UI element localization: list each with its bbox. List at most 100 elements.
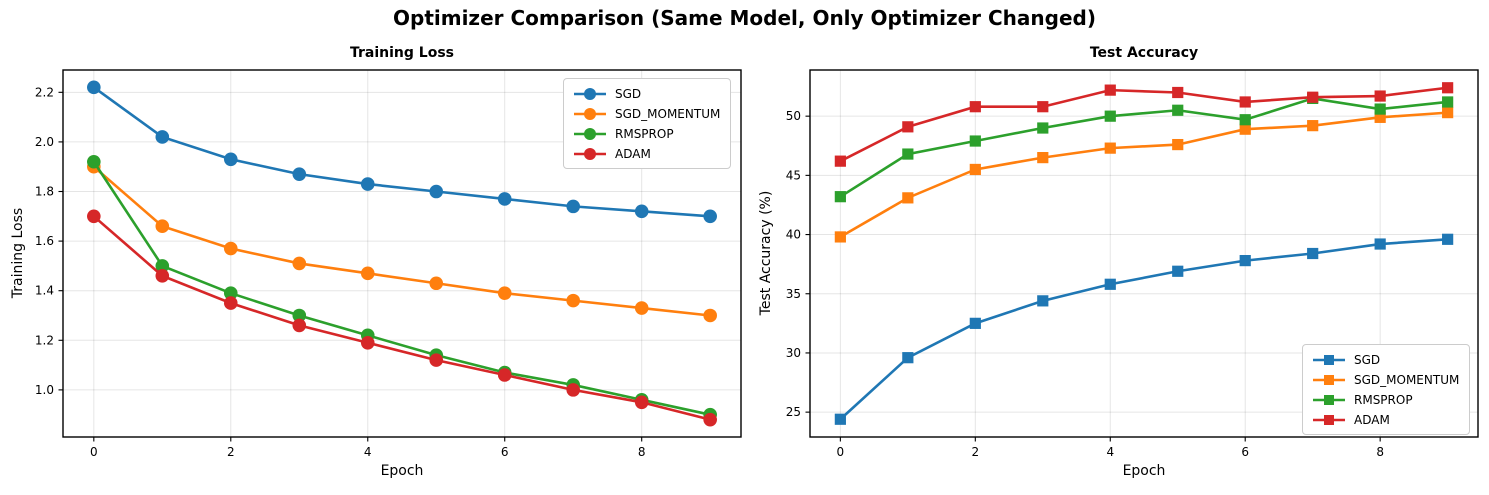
circle-marker-icon [574, 87, 606, 100]
series-sgd-momentum-marker [223, 241, 238, 256]
series-sgd-momentum-marker [429, 276, 444, 291]
square-marker-icon [1313, 414, 1345, 425]
series-adam-marker [223, 296, 238, 310]
legend-item-sgd-momentum: SGD_MOMENTUM [572, 105, 720, 122]
series-adam-marker [1239, 96, 1251, 108]
series-adam-marker [360, 335, 375, 350]
series-sgd-momentum-marker [497, 286, 512, 300]
series-sgd-marker [1037, 295, 1049, 307]
series-rmsprop-marker [292, 308, 307, 323]
series-sgd-marker [1104, 278, 1116, 290]
series-sgd-marker [429, 184, 444, 199]
series-sgd-marker [634, 204, 649, 219]
test-accuracy-ylabel: Test Accuracy (%) [758, 190, 774, 316]
series-rmsprop-marker [223, 286, 238, 300]
training-loss-legend: SGD SGD_MOMENTUM RMSPROP ADAM [563, 78, 732, 169]
series-sgd-marker [497, 192, 512, 206]
series-sgd-momentum-marker [1442, 107, 1454, 119]
series-rmsprop-marker [1104, 110, 1116, 122]
series-adam-line [92, 215, 712, 421]
series-sgd-momentum-marker [969, 163, 981, 176]
y-tick-label: 1.6 [35, 234, 54, 248]
series-sgd-marker [1307, 247, 1319, 260]
training-loss-title: Training Loss [350, 45, 454, 61]
series-rmsprop-marker [1374, 103, 1386, 115]
x-tick-label: 6 [1241, 445, 1249, 459]
series-sgd-momentum-marker [834, 231, 846, 243]
series-sgd-marker [223, 152, 238, 167]
legend-label: SGD [615, 86, 642, 101]
x-tick-label: 8 [638, 445, 646, 459]
x-tick-label: 2 [227, 445, 235, 459]
series-adam-marker [969, 101, 981, 113]
circle-marker-icon [574, 127, 606, 140]
series-sgd-marker [703, 209, 717, 224]
series-sgd-momentum-marker [1172, 138, 1184, 151]
series-sgd-momentum-marker [292, 256, 307, 271]
plot-border [809, 69, 1479, 438]
series-adam-line [839, 86, 1449, 163]
series-adam-marker [1307, 91, 1319, 103]
circle-marker-icon [574, 107, 606, 120]
series-adam-marker [566, 383, 581, 397]
series-adam-marker [1442, 82, 1454, 94]
x-tick-label: 0 [837, 445, 845, 459]
legend-label: SGD [1354, 352, 1381, 367]
legend-item-adam: ADAM [1311, 411, 1459, 428]
x-tick-label: 0 [90, 445, 98, 459]
training-loss-ylabel: Training Loss [10, 207, 26, 299]
series-rmsprop-marker [834, 191, 846, 203]
series-sgd-momentum-marker [1104, 142, 1116, 154]
y-tick-label: 50 [786, 109, 801, 123]
series-adam-marker [1374, 90, 1386, 102]
legend-item-sgd: SGD [572, 85, 720, 102]
test-accuracy-legend: SGD SGD_MOMENTUM RMSPROP ADAM [1302, 344, 1471, 435]
legend-item-adam: ADAM [572, 145, 720, 162]
square-marker-icon [1313, 354, 1345, 365]
series-sgd-momentum-marker [566, 293, 581, 308]
legend-item-sgd: SGD [1311, 351, 1459, 368]
y-tick-label: 2.0 [35, 135, 54, 149]
y-tick-label: 40 [786, 228, 801, 242]
training-loss-xlabel: Epoch [380, 463, 424, 479]
series-adam-marker [1172, 86, 1184, 99]
y-tick-label: 30 [786, 346, 801, 360]
series-adam-marker [1037, 101, 1049, 113]
legend-label: RMSPROP [615, 126, 674, 141]
series-sgd-momentum-marker [1307, 120, 1319, 132]
y-tick-label: 1.4 [35, 284, 54, 298]
x-tick-label: 8 [1376, 445, 1384, 459]
legend-label: ADAM [1354, 412, 1390, 427]
series-sgd-momentum-marker [360, 266, 375, 281]
square-marker-icon [1313, 374, 1345, 385]
plot-border [62, 69, 742, 438]
series-adam-marker [429, 353, 444, 367]
legend-label: SGD_MOMENTUM [615, 106, 721, 121]
y-tick-label: 45 [786, 168, 801, 182]
training-loss-plot-area: 0 2 4 6 8 1.0 1.2 1.4 1.6 1.8 2.0 2.2 [35, 69, 742, 459]
series-sgd-marker [969, 317, 981, 329]
series-sgd-marker [1374, 238, 1386, 250]
series-rmsprop-line [839, 97, 1449, 198]
series-rmsprop-marker [902, 148, 914, 160]
series-sgd-momentum-marker [703, 308, 717, 323]
series-sgd-marker [87, 80, 101, 95]
series-sgd-marker [1172, 265, 1184, 277]
series-adam-marker [703, 412, 717, 427]
test-accuracy-xlabel: Epoch [1122, 463, 1166, 479]
x-tick-label: 4 [364, 445, 372, 459]
test-accuracy-title: Test Accuracy [1089, 45, 1199, 61]
series-sgd-line [839, 237, 1449, 421]
series-adam-marker [155, 269, 170, 283]
series-sgd-marker [360, 177, 375, 191]
series-sgd-momentum-line [839, 111, 1449, 239]
series-adam-marker [1104, 84, 1116, 96]
circle-marker-icon [574, 147, 606, 160]
series-adam-marker [497, 368, 512, 382]
y-tick-label: 25 [786, 405, 801, 419]
legend-item-sgd-momentum: SGD_MOMENTUM [1311, 371, 1459, 388]
series-sgd-marker [1442, 233, 1454, 245]
figure-title: Optimizer Comparison (Same Model, Only O… [393, 6, 1096, 30]
x-tick-label: 6 [501, 445, 509, 459]
series-sgd-momentum-marker [634, 301, 649, 315]
